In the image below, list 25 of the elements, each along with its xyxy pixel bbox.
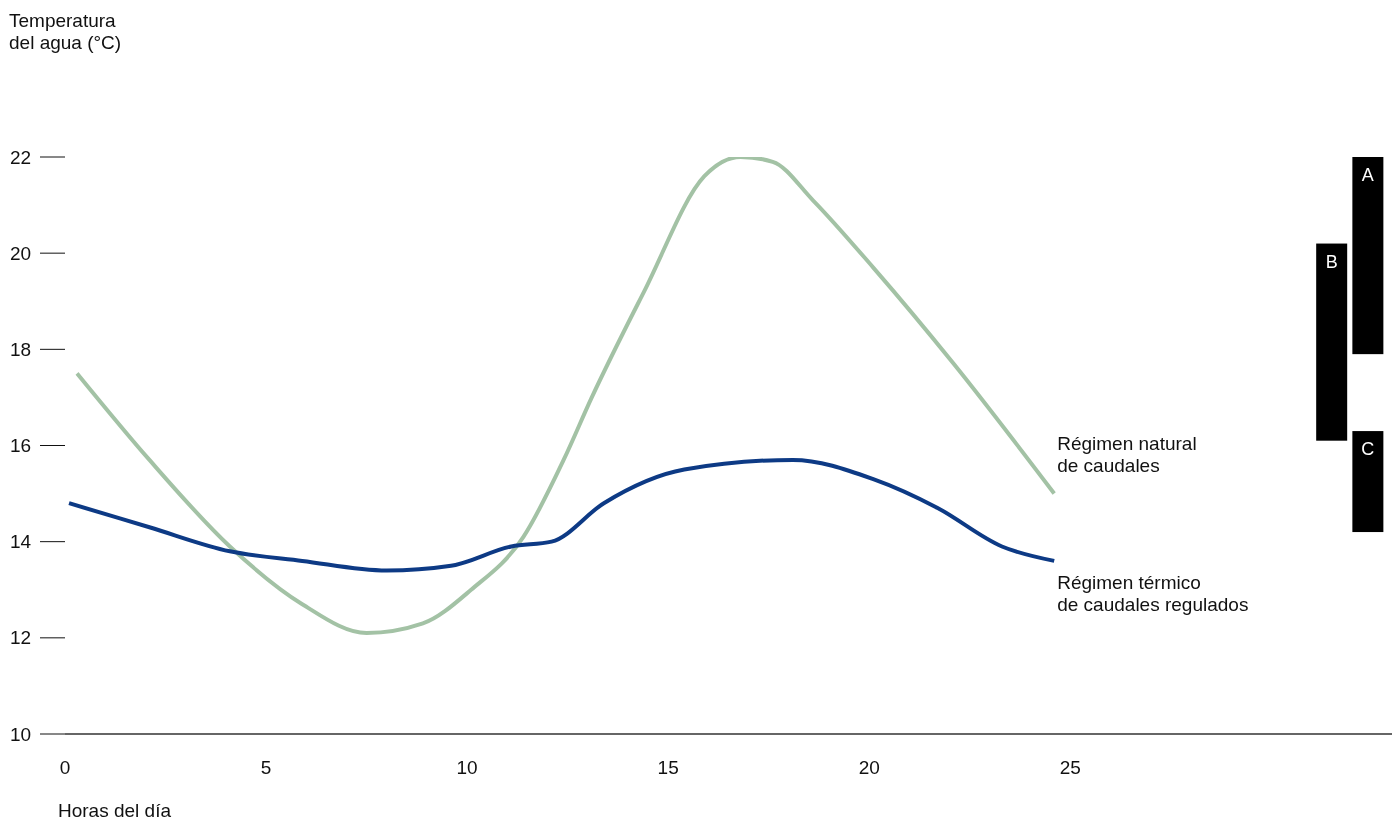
y-axis-title: Temperatura del agua (°C) (9, 10, 123, 54)
x-tick-label: 10 (456, 757, 478, 778)
x-tick-label: 15 (657, 757, 679, 778)
bar (1352, 431, 1384, 533)
series-label: Régimen térmico de caudales regulados (1057, 571, 1249, 615)
x-axis-title: Horas del día (58, 800, 172, 822)
data-label: C (1361, 439, 1375, 460)
x-tick-label: 0 (59, 757, 71, 778)
y-tick-label: 10 (10, 723, 32, 745)
x-tick-label: 5 (260, 757, 272, 778)
line-series (75, 157, 1057, 636)
data-label: A (1361, 165, 1374, 185)
series-label: Régimen natural de caudales (1057, 432, 1197, 476)
y-tick-label: 18 (10, 338, 32, 360)
bar (1352, 157, 1384, 355)
data-label: B (1325, 251, 1338, 272)
line-series (67, 457, 1057, 573)
y-tick-label: 20 (10, 242, 32, 264)
bar (1316, 243, 1348, 441)
y-tick-label: 16 (10, 435, 32, 456)
x-tick-label: 25 (1059, 757, 1081, 778)
y-tick-label: 14 (10, 531, 32, 553)
y-tick-label: 12 (10, 627, 32, 649)
y-tick-label: 22 (10, 146, 32, 168)
x-tick-label: 20 (858, 757, 880, 778)
